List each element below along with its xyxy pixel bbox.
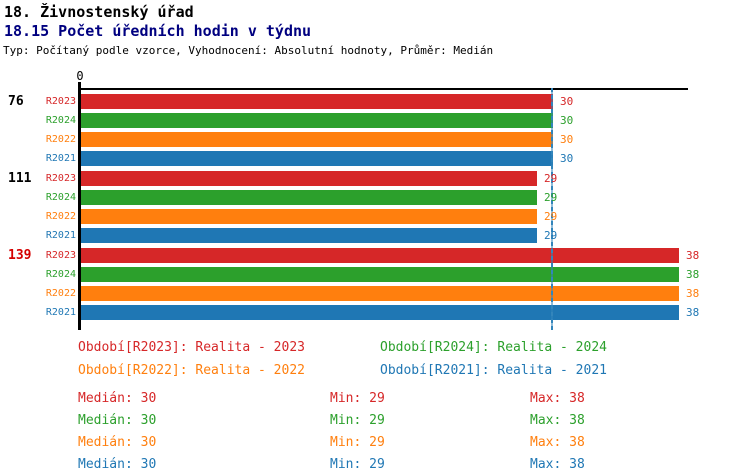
stats-row: Medián: 30 Min: 29 Max: 38 <box>0 392 750 406</box>
y-axis-line <box>78 82 81 330</box>
bar <box>81 132 553 147</box>
bar <box>81 171 537 186</box>
bar-value-label: 29 <box>544 229 558 242</box>
stats-row: Medián: 30 Min: 29 Max: 38 <box>0 436 750 450</box>
stat-max: Max: 38 <box>530 413 585 428</box>
stat-max: Max: 38 <box>530 457 585 472</box>
bar-series-label: R2021 <box>45 153 76 164</box>
bar-value-label: 30 <box>560 114 574 127</box>
median-reference-line <box>550 88 553 330</box>
bar <box>81 209 537 224</box>
bar-value-label: 38 <box>686 249 700 262</box>
group-total-label: 111 <box>8 171 32 186</box>
bar-series-label: R2024 <box>45 115 76 126</box>
stat-median: Medián: 30 <box>78 413 157 428</box>
bar-value-label: 38 <box>686 268 700 281</box>
bar <box>81 248 679 263</box>
chart-title: 18.15 Počet úředních hodin v týdnu <box>4 22 312 40</box>
bar-value-label: 29 <box>544 172 558 185</box>
legend-item: Období[R2023]: Realita - 2023 <box>78 340 305 355</box>
group-total-label: 76 <box>8 94 24 109</box>
bar <box>81 94 553 109</box>
bar-value-label: 38 <box>686 287 700 300</box>
stat-min: Min: 29 <box>330 435 385 450</box>
bar-series-label: R2022 <box>45 134 76 145</box>
bar-series-label: R2021 <box>45 307 76 318</box>
bar-series-label: R2022 <box>45 211 76 222</box>
bar-value-label: 30 <box>560 133 574 146</box>
stat-min: Min: 29 <box>330 457 385 472</box>
stat-median: Medián: 30 <box>78 391 157 406</box>
bar-value-label: 30 <box>560 95 574 108</box>
bar <box>81 305 679 320</box>
axis-origin-tick-label: 0 <box>76 69 84 83</box>
bar-series-label: R2023 <box>45 250 76 261</box>
bar-series-label: R2023 <box>45 96 76 107</box>
stat-median: Medián: 30 <box>78 457 157 472</box>
legend-item: Období[R2022]: Realita - 2022 <box>78 363 305 378</box>
bar <box>81 228 537 243</box>
page-title: 18. Živnostenský úřad <box>4 3 194 21</box>
stat-max: Max: 38 <box>530 435 585 450</box>
stat-min: Min: 29 <box>330 391 385 406</box>
bar <box>81 267 679 282</box>
group-total-label: 139 <box>8 248 32 263</box>
bar-series-label: R2022 <box>45 288 76 299</box>
stat-min: Min: 29 <box>330 413 385 428</box>
bar-series-label: R2024 <box>45 269 76 280</box>
stat-median: Medián: 30 <box>78 435 157 450</box>
bar-series-label: R2023 <box>45 173 76 184</box>
bar-value-label: 38 <box>686 306 700 319</box>
x-axis-line <box>78 88 688 90</box>
bar-value-label: 30 <box>560 152 574 165</box>
bar <box>81 286 679 301</box>
bar-value-label: 29 <box>544 210 558 223</box>
bar-series-label: R2021 <box>45 230 76 241</box>
bar-value-label: 29 <box>544 191 558 204</box>
legend-item: Období[R2021]: Realita - 2021 <box>380 363 607 378</box>
stats-row: Medián: 30 Min: 29 Max: 38 <box>0 414 750 428</box>
bar <box>81 113 553 128</box>
bar <box>81 151 553 166</box>
chart-meta-line: Typ: Počítaný podle vzorce, Vyhodnocení:… <box>3 44 494 57</box>
legend-item: Období[R2024]: Realita - 2024 <box>380 340 607 355</box>
bar <box>81 190 537 205</box>
stat-max: Max: 38 <box>530 391 585 406</box>
stats-row: Medián: 30 Min: 29 Max: 38 <box>0 458 750 472</box>
bar-series-label: R2024 <box>45 192 76 203</box>
